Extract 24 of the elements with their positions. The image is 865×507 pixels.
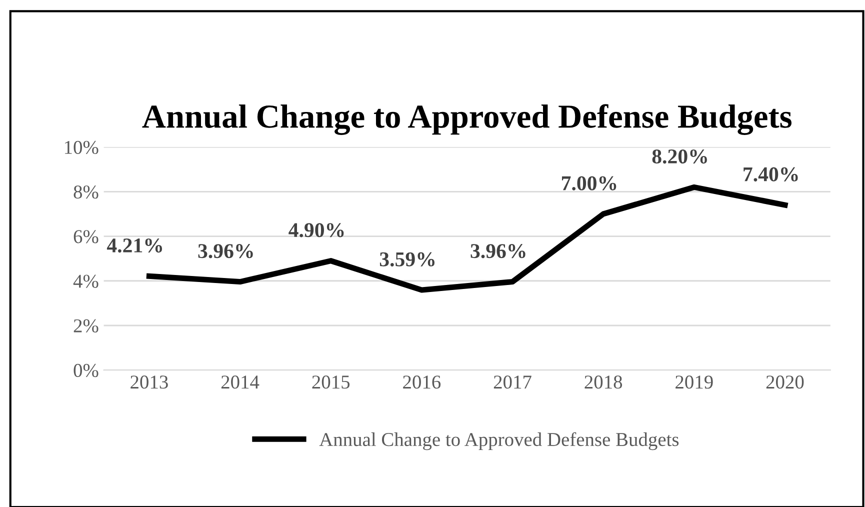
data-label: 4.21% — [106, 238, 162, 253]
y-tick-label: 0% — [74, 364, 98, 378]
data-label: 8.20% — [652, 149, 707, 164]
y-tick-label: 10% — [65, 140, 98, 154]
x-tick-label: 2013 — [130, 376, 168, 389]
data-label: 7.40% — [744, 167, 798, 182]
x-tick-label: 2014 — [221, 376, 260, 389]
data-label: 7.00% — [562, 176, 616, 190]
y-tick-label: 4% — [73, 274, 98, 288]
y-tick-label: 8% — [74, 185, 98, 199]
chart-title: Annual Change to Approved Defense Budgets — [142, 104, 792, 135]
x-tick-label: 2017 — [494, 376, 532, 389]
x-tick-label: 2020 — [766, 376, 804, 389]
data-label: 3.59% — [380, 252, 434, 266]
x-tick-label: 2019 — [676, 376, 713, 389]
x-tick-label: 2018 — [584, 376, 622, 389]
data-label: 3.96% — [198, 244, 253, 258]
data-label: 4.90% — [288, 223, 344, 238]
x-tick-label: 2015 — [312, 376, 350, 389]
data-label: 3.96% — [470, 244, 526, 258]
x-tick-label: 2016 — [403, 376, 441, 389]
y-tick-label: 6% — [74, 230, 98, 244]
y-tick-label: 2% — [74, 319, 98, 332]
legend-label: Annual Change to Approved Defense Budgets — [319, 432, 679, 450]
